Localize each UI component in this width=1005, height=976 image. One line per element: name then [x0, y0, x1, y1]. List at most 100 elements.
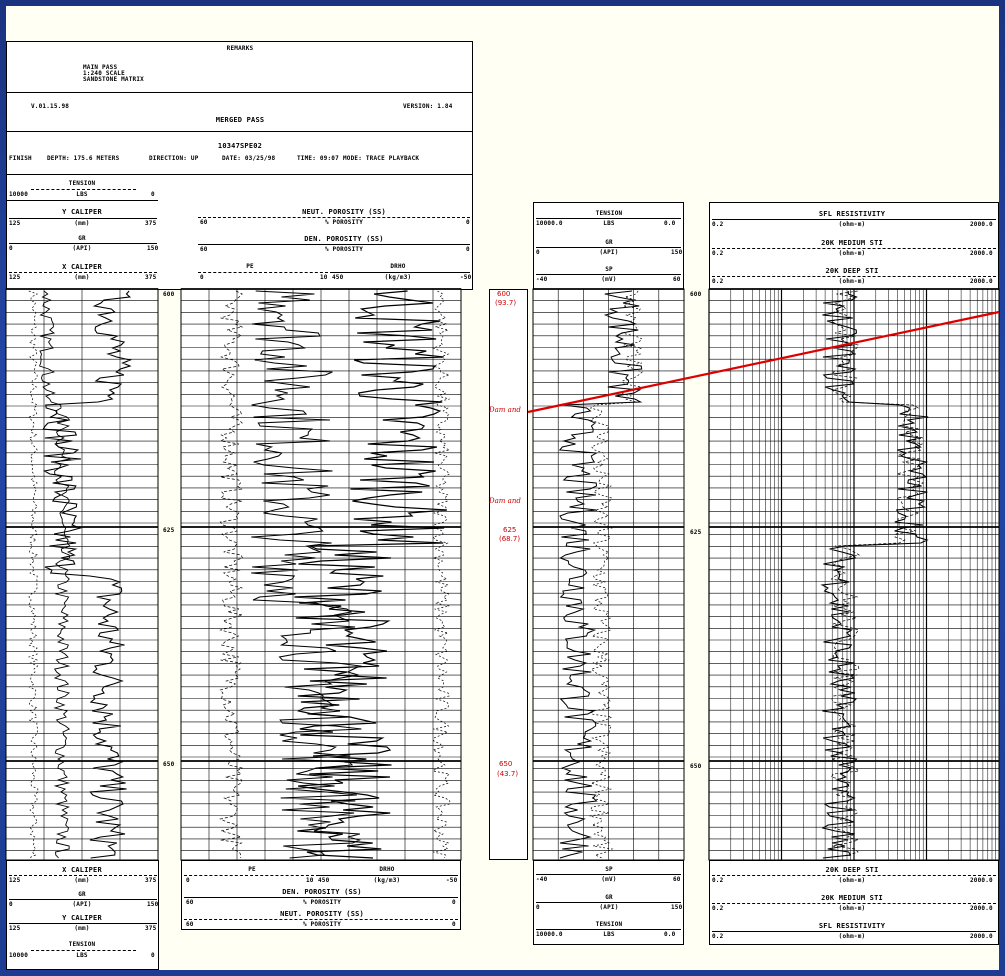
sfl-min: 0.2 [712, 221, 724, 228]
drho-unit: (kg/m3) [384, 274, 412, 281]
b-tension-unit: LBS [76, 952, 88, 959]
b-sp-unit: (mV) [601, 876, 617, 883]
medium-min: 0.2 [712, 250, 724, 257]
core-bottom-elev: (43.7) [497, 770, 519, 778]
neut-label: NEUT. POROSITY (SS) [302, 208, 386, 216]
tension-label: TENSION [68, 180, 96, 187]
neut-min: 60 [200, 219, 208, 226]
sfl-label: SFL RESISTIVITY [818, 210, 886, 218]
tension-curve [27, 290, 39, 859]
b-sfl-max: 2000.0 [970, 933, 993, 940]
b-drho-min: 450 [318, 877, 330, 884]
res-bottom-scale-box: 20K DEEP STI (ohm-m) 0.2 2000.0 20K MEDI… [709, 860, 999, 945]
pe-max: 10 [320, 274, 328, 281]
b-drho-max: -50 [446, 877, 458, 884]
tension-max: 0 [151, 191, 155, 198]
den-min: 60 [200, 246, 208, 253]
b-tension-min: 10000 [9, 952, 29, 959]
b-gr-unit: (API) [72, 901, 92, 908]
b-tension-max: 0 [151, 952, 155, 959]
b-x-caliper-min: 125 [9, 877, 21, 884]
gr-min: 0 [9, 245, 13, 252]
r-gr-max: 150 [671, 249, 683, 256]
b-medium-label: 20K MEDIUM STI [821, 894, 883, 902]
r-sp-min: -40 [536, 276, 548, 283]
right-top-scale-box: TENSION LBS 10000.0 0.0 GR (API) 0 150 S… [533, 202, 684, 290]
tension-min: 10000 [9, 191, 29, 198]
date-label: DATE: 03/25/98 [222, 155, 276, 162]
b-medium-max: 2000.0 [970, 905, 993, 912]
remarks-line-1: MAIN PASS [83, 64, 118, 71]
r-tension-label: TENSION [595, 210, 623, 217]
r-tension-unit: LBS [603, 220, 615, 227]
b-den-min: 60 [186, 899, 194, 906]
header-file-box: 10347SPE02 FINISH DEPTH: 175.6 METERS DI… [6, 131, 473, 175]
r-tension-min: 10000.0 [536, 220, 563, 227]
b-den-label: DEN. POROSITY (SS) [282, 888, 362, 896]
drho-label: DRHO [390, 263, 406, 270]
gr-unit: (API) [72, 245, 92, 252]
den-curve [251, 290, 363, 859]
depth-label: DEPTH: 175.6 METERS [47, 155, 120, 162]
left-top-scale-box: TENSION LBS 10000 0 Y CALIPER (mm) 125 3… [6, 174, 160, 290]
neut-unit: % POROSITY [324, 219, 364, 226]
deep-min: 0.2 [712, 278, 724, 285]
b-r-tension-min: 10000.0 [536, 931, 563, 938]
b-medium-unit: (ohm-m) [838, 905, 866, 912]
pe-curve [219, 290, 244, 858]
b-x-caliper-unit: (mm) [74, 877, 90, 884]
b-deep-min: 0.2 [712, 877, 724, 884]
finish-label: FINISH [9, 155, 32, 162]
core-mid-elev: (68.7) [499, 535, 521, 543]
core-top-elev: (93.7) [495, 299, 517, 307]
file-id: 10347SPE02 [217, 142, 263, 150]
r-sp-label: SP [605, 266, 613, 273]
b-r-gr-min: 0 [536, 904, 540, 911]
res-top-scale-box: SFL RESISTIVITY (ohm-m) 0.2 2000.0 20K M… [709, 202, 999, 290]
medium-max: 2000.0 [970, 250, 993, 257]
b-r-gr-label: GR [605, 894, 613, 901]
x-caliper-min: 125 [9, 274, 21, 281]
r-tension-max: 0.0 [664, 220, 676, 227]
core-bottom-depth: 650 [499, 760, 513, 768]
r-gr-label: GR [605, 239, 613, 246]
depth-625-right: 625 [690, 529, 702, 536]
den-unit: % POROSITY [324, 246, 364, 253]
right-bottom-scale-box: SP (mV) -40 60 GR (API) 0 150 TENSION LB… [533, 860, 684, 945]
b-neut-max: 0 [452, 921, 456, 928]
deep-label: 20K DEEP STI [825, 267, 879, 275]
depth-600-left: 600 [163, 291, 175, 298]
b-gr-label: GR [78, 891, 86, 898]
b-x-caliper-label: X CALIPER [62, 866, 102, 874]
x-caliper-label: X CALIPER [62, 263, 102, 271]
medium-unit: (ohm-m) [838, 250, 866, 257]
b-neut-unit: % POROSITY [302, 921, 342, 928]
core-column [489, 289, 528, 860]
core-upper-label: Dam and [489, 406, 521, 414]
b-deep-label: 20K DEEP STI [825, 866, 879, 874]
mode-label: MODE: TRACE PLAYBACK [343, 155, 420, 162]
x-caliper-max: 375 [145, 274, 157, 281]
b-den-max: 0 [452, 899, 456, 906]
neut-curve [432, 290, 451, 859]
sfl-unit: (ohm-m) [838, 221, 866, 228]
pe-min: 0 [200, 274, 204, 281]
mid-bottom-scale-box: PE 0 10 DRHO (kg/m3) 450 -50 DEN. POROSI… [181, 860, 461, 930]
b-pe-min: 0 [186, 877, 190, 884]
version-left: V.01.15.98 [31, 103, 70, 110]
b-deep-unit: (ohm-m) [838, 877, 866, 884]
time-label: TIME: 09:07 [297, 155, 339, 162]
den-label: DEN. POROSITY (SS) [304, 235, 384, 243]
gr-max: 150 [147, 245, 159, 252]
medium-label: 20K MEDIUM STI [821, 239, 883, 247]
b-sfl-label: SFL RESISTIVITY [818, 922, 886, 930]
r-gr-unit: (API) [599, 249, 619, 256]
b-r-tension-unit: LBS [603, 931, 615, 938]
y-caliper-unit: (mm) [74, 220, 90, 227]
deep-max: 2000.0 [970, 278, 993, 285]
drho-max: -50 [460, 274, 472, 281]
remarks-line-2: 1:240 SCALE [83, 70, 125, 77]
b-neut-label: NEUT. POROSITY (SS) [280, 910, 364, 918]
medium-curve [829, 290, 925, 859]
